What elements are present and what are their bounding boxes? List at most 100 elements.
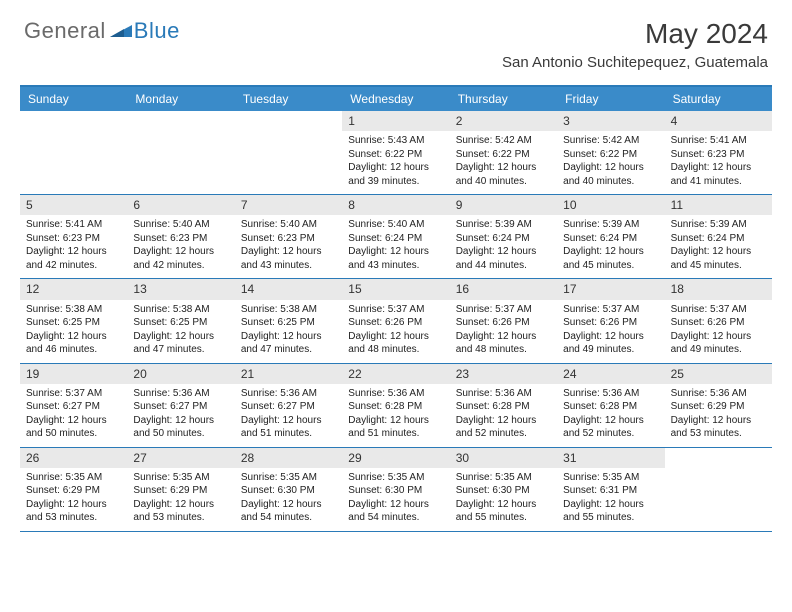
- sunset-text: Sunset: 6:24 PM: [348, 232, 443, 246]
- sunset-text: Sunset: 6:27 PM: [241, 400, 336, 414]
- sunrise-text: Sunrise: 5:36 AM: [133, 387, 228, 401]
- day-number: 29: [342, 448, 449, 468]
- day-number: 23: [450, 364, 557, 384]
- sunset-text: Sunset: 6:27 PM: [133, 400, 228, 414]
- sunset-text: Sunset: 6:23 PM: [671, 148, 766, 162]
- sunset-text: Sunset: 6:22 PM: [563, 148, 658, 162]
- sunset-text: Sunset: 6:26 PM: [563, 316, 658, 330]
- day-number: 19: [20, 364, 127, 384]
- day-cell: 18Sunrise: 5:37 AMSunset: 6:26 PMDayligh…: [665, 279, 772, 362]
- weeks-container: ...1Sunrise: 5:43 AMSunset: 6:22 PMDayli…: [20, 111, 772, 532]
- dow-tuesday: Tuesday: [235, 87, 342, 111]
- day-cell: 27Sunrise: 5:35 AMSunset: 6:29 PMDayligh…: [127, 448, 234, 531]
- header: General Blue May 2024 San Antonio Suchit…: [0, 0, 792, 77]
- sunset-text: Sunset: 6:30 PM: [241, 484, 336, 498]
- day-number: 16: [450, 279, 557, 299]
- daylight-text: Daylight: 12 hours and 51 minutes.: [241, 414, 336, 441]
- day-number: 21: [235, 364, 342, 384]
- daylight-text: Daylight: 12 hours and 49 minutes.: [671, 330, 766, 357]
- daylight-text: Daylight: 12 hours and 43 minutes.: [348, 245, 443, 272]
- sunrise-text: Sunrise: 5:38 AM: [26, 303, 121, 317]
- day-number: 24: [557, 364, 664, 384]
- sunset-text: Sunset: 6:23 PM: [26, 232, 121, 246]
- sunrise-text: Sunrise: 5:39 AM: [563, 218, 658, 232]
- daylight-text: Daylight: 12 hours and 42 minutes.: [133, 245, 228, 272]
- day-cell: 16Sunrise: 5:37 AMSunset: 6:26 PMDayligh…: [450, 279, 557, 362]
- day-number: 30: [450, 448, 557, 468]
- sunrise-text: Sunrise: 5:37 AM: [26, 387, 121, 401]
- day-cell: 19Sunrise: 5:37 AMSunset: 6:27 PMDayligh…: [20, 364, 127, 447]
- sunrise-text: Sunrise: 5:35 AM: [241, 471, 336, 485]
- sunrise-text: Sunrise: 5:35 AM: [348, 471, 443, 485]
- sunset-text: Sunset: 6:30 PM: [348, 484, 443, 498]
- sunrise-text: Sunrise: 5:35 AM: [26, 471, 121, 485]
- day-cell: 24Sunrise: 5:36 AMSunset: 6:28 PMDayligh…: [557, 364, 664, 447]
- daylight-text: Daylight: 12 hours and 39 minutes.: [348, 161, 443, 188]
- daylight-text: Daylight: 12 hours and 53 minutes.: [26, 498, 121, 525]
- sunrise-text: Sunrise: 5:36 AM: [671, 387, 766, 401]
- sunset-text: Sunset: 6:29 PM: [133, 484, 228, 498]
- day-number: 25: [665, 364, 772, 384]
- sunset-text: Sunset: 6:31 PM: [563, 484, 658, 498]
- day-cell: 7Sunrise: 5:40 AMSunset: 6:23 PMDaylight…: [235, 195, 342, 278]
- sunset-text: Sunset: 6:25 PM: [241, 316, 336, 330]
- sunrise-text: Sunrise: 5:41 AM: [26, 218, 121, 232]
- sunset-text: Sunset: 6:26 PM: [671, 316, 766, 330]
- day-cell: 13Sunrise: 5:38 AMSunset: 6:25 PMDayligh…: [127, 279, 234, 362]
- day-number: 5: [20, 195, 127, 215]
- day-cell: 20Sunrise: 5:36 AMSunset: 6:27 PMDayligh…: [127, 364, 234, 447]
- day-number: 31: [557, 448, 664, 468]
- day-number: 8: [342, 195, 449, 215]
- dow-thursday: Thursday: [450, 87, 557, 111]
- daylight-text: Daylight: 12 hours and 48 minutes.: [348, 330, 443, 357]
- day-cell: 22Sunrise: 5:36 AMSunset: 6:28 PMDayligh…: [342, 364, 449, 447]
- dow-header-row: Sunday Monday Tuesday Wednesday Thursday…: [20, 87, 772, 111]
- sunset-text: Sunset: 6:28 PM: [348, 400, 443, 414]
- daylight-text: Daylight: 12 hours and 48 minutes.: [456, 330, 551, 357]
- day-number: 12: [20, 279, 127, 299]
- sunset-text: Sunset: 6:28 PM: [456, 400, 551, 414]
- sunrise-text: Sunrise: 5:43 AM: [348, 134, 443, 148]
- empty-cell: .: [665, 448, 772, 531]
- sunset-text: Sunset: 6:26 PM: [456, 316, 551, 330]
- empty-cell: .: [235, 111, 342, 194]
- dow-monday: Monday: [127, 87, 234, 111]
- day-number: 4: [665, 111, 772, 131]
- day-cell: 4Sunrise: 5:41 AMSunset: 6:23 PMDaylight…: [665, 111, 772, 194]
- empty-cell: .: [20, 111, 127, 194]
- day-number: 14: [235, 279, 342, 299]
- dow-friday: Friday: [557, 87, 664, 111]
- day-number: 10: [557, 195, 664, 215]
- logo-word-1: General: [24, 18, 106, 44]
- daylight-text: Daylight: 12 hours and 47 minutes.: [241, 330, 336, 357]
- sunset-text: Sunset: 6:22 PM: [348, 148, 443, 162]
- sunrise-text: Sunrise: 5:36 AM: [348, 387, 443, 401]
- week-row: 12Sunrise: 5:38 AMSunset: 6:25 PMDayligh…: [20, 279, 772, 363]
- day-cell: 5 Sunrise: 5:41 AMSunset: 6:23 PMDaylight…: [20, 195, 127, 278]
- daylight-text: Daylight: 12 hours and 54 minutes.: [348, 498, 443, 525]
- day-cell: 11Sunrise: 5:39 AMSunset: 6:24 PMDayligh…: [665, 195, 772, 278]
- day-number: 15: [342, 279, 449, 299]
- day-number: 6: [127, 195, 234, 215]
- day-number: 13: [127, 279, 234, 299]
- sunrise-text: Sunrise: 5:41 AM: [671, 134, 766, 148]
- daylight-text: Daylight: 12 hours and 42 minutes.: [26, 245, 121, 272]
- calendar: Sunday Monday Tuesday Wednesday Thursday…: [20, 85, 772, 532]
- sunrise-text: Sunrise: 5:39 AM: [456, 218, 551, 232]
- day-cell: 26Sunrise: 5:35 AMSunset: 6:29 PMDayligh…: [20, 448, 127, 531]
- daylight-text: Daylight: 12 hours and 40 minutes.: [456, 161, 551, 188]
- day-number: 11: [665, 195, 772, 215]
- sunset-text: Sunset: 6:24 PM: [671, 232, 766, 246]
- day-number: 20: [127, 364, 234, 384]
- sunset-text: Sunset: 6:23 PM: [133, 232, 228, 246]
- day-cell: 17Sunrise: 5:37 AMSunset: 6:26 PMDayligh…: [557, 279, 664, 362]
- dow-saturday: Saturday: [665, 87, 772, 111]
- daylight-text: Daylight: 12 hours and 55 minutes.: [456, 498, 551, 525]
- week-row: 19Sunrise: 5:37 AMSunset: 6:27 PMDayligh…: [20, 364, 772, 448]
- day-cell: 14Sunrise: 5:38 AMSunset: 6:25 PMDayligh…: [235, 279, 342, 362]
- sunrise-text: Sunrise: 5:40 AM: [133, 218, 228, 232]
- daylight-text: Daylight: 12 hours and 52 minutes.: [456, 414, 551, 441]
- sunrise-text: Sunrise: 5:37 AM: [671, 303, 766, 317]
- daylight-text: Daylight: 12 hours and 43 minutes.: [241, 245, 336, 272]
- empty-cell: .: [127, 111, 234, 194]
